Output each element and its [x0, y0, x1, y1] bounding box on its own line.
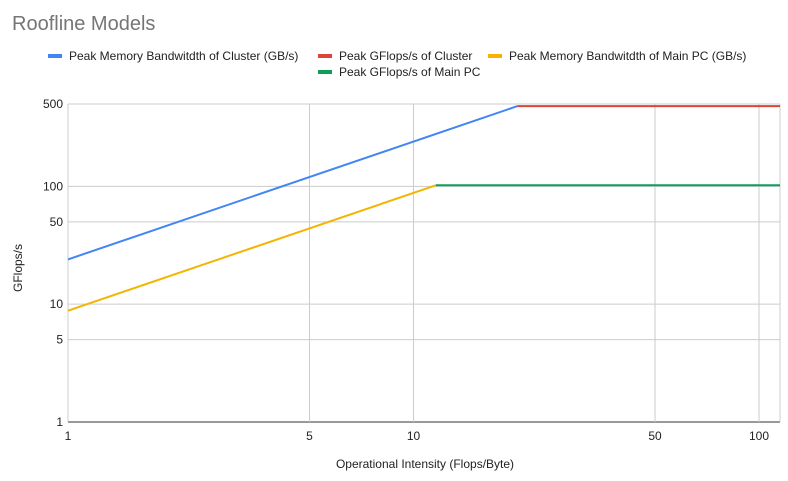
- legend-label: Peak GFlops/s of Cluster: [339, 49, 472, 63]
- x-tick-label: 5: [306, 429, 313, 443]
- series-lines: [67, 105, 780, 312]
- legend-label: Peak Memory Bandwitdth of Cluster (GB/s): [69, 49, 298, 63]
- y-gridlines: [68, 103, 780, 423]
- legend-item-4: Peak GFlops/s of Main PC: [318, 65, 481, 79]
- y-tick-label: 10: [50, 297, 64, 311]
- x-tick-label: 50: [648, 429, 662, 443]
- x-tick-label: 100: [749, 429, 769, 443]
- legend-swatch: [48, 54, 62, 58]
- x-gridlines: [67, 104, 781, 422]
- x-tick-label: 10: [407, 429, 421, 443]
- legend-swatch: [488, 54, 502, 58]
- x-axis-label: Operational Intensity (Flops/Byte): [336, 457, 514, 471]
- legend-item-1: Peak Memory Bandwitdth of Cluster (GB/s): [48, 49, 298, 63]
- legend-label: Peak Memory Bandwitdth of Main PC (GB/s): [509, 49, 746, 63]
- y-tick-labels: 1 5 10 50 100 500: [43, 97, 63, 429]
- legend-label: Peak GFlops/s of Main PC: [339, 65, 481, 79]
- y-tick-label: 5: [56, 333, 63, 347]
- legend-item-3: Peak Memory Bandwitdth of Main PC (GB/s): [488, 49, 746, 63]
- y-axis-label: GFlops/s: [11, 244, 25, 292]
- x-tick-labels: 1 5 10 50 100: [65, 429, 770, 443]
- x-tick-label: 1: [65, 429, 72, 443]
- series-line-1: [67, 105, 518, 261]
- legend: Peak Memory Bandwitdth of Cluster (GB/s)…: [48, 49, 746, 79]
- y-tick-label: 1: [56, 415, 63, 429]
- chart-title: Roofline Models: [12, 13, 155, 35]
- y-tick-label: 50: [50, 215, 64, 229]
- y-tick-label: 100: [43, 179, 63, 193]
- legend-swatch: [318, 70, 332, 74]
- legend-item-2: Peak GFlops/s of Cluster: [318, 49, 472, 63]
- legend-swatch: [318, 54, 332, 58]
- series-line-3: [67, 184, 437, 312]
- y-tick-label: 500: [43, 97, 63, 111]
